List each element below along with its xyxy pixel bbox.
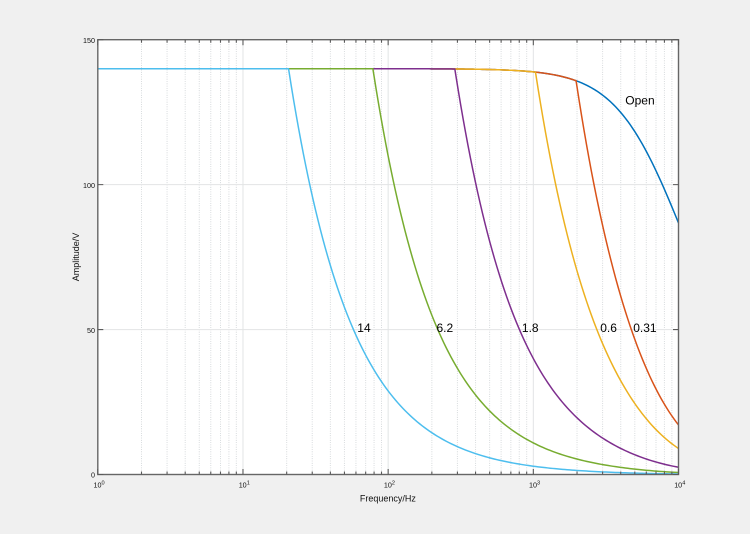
svg-text:100: 100: [83, 181, 95, 190]
svg-text:0: 0: [91, 471, 95, 480]
svg-text:Amplitude/V: Amplitude/V: [71, 233, 81, 282]
svg-text:1.8: 1.8: [522, 321, 539, 335]
svg-text:50: 50: [87, 326, 95, 335]
svg-text:103: 103: [529, 480, 540, 489]
svg-text:100: 100: [94, 480, 105, 489]
svg-text:102: 102: [384, 480, 395, 489]
svg-text:Frequency/Hz: Frequency/Hz: [360, 494, 417, 504]
svg-text:101: 101: [239, 480, 250, 489]
svg-text:150: 150: [83, 36, 95, 45]
svg-text:Open: Open: [625, 94, 654, 108]
svg-text:0.6: 0.6: [600, 321, 617, 335]
svg-text:6.2: 6.2: [437, 321, 454, 335]
svg-text:0.31: 0.31: [633, 321, 657, 335]
svg-text:14: 14: [357, 321, 371, 335]
svg-text:104: 104: [674, 480, 685, 489]
